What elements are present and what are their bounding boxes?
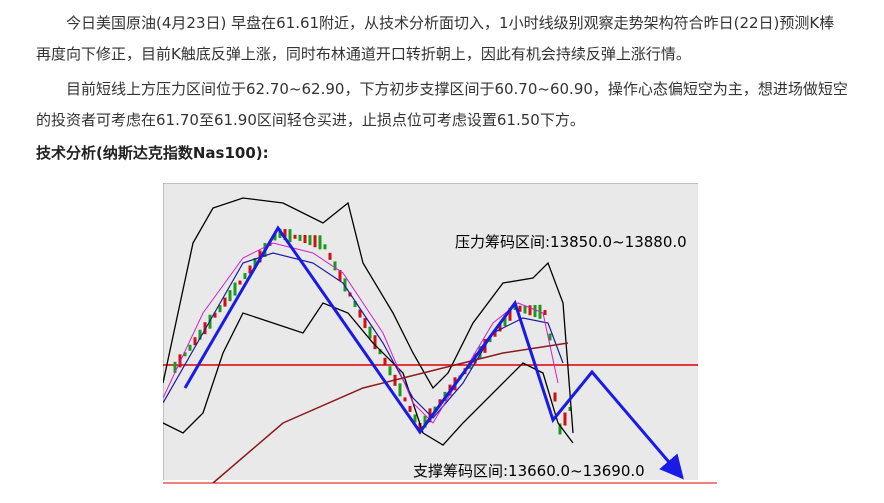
candle [388,366,392,376]
candle [228,290,232,302]
candle [493,329,497,337]
candle [568,407,572,411]
chart-image: 压力筹码区间:13850.0~13880.0 支撑筹码区间:13660.0~13… [163,183,717,490]
candle [498,322,502,332]
candle [223,297,227,307]
candle [253,258,257,268]
candle [273,233,277,241]
candle [548,333,552,341]
candle [518,305,522,312]
candle [318,235,322,250]
moving-average [163,252,564,419]
candle [558,423,562,435]
candle [313,235,317,248]
candle [358,309,362,318]
candle [408,405,412,412]
candle [233,282,237,296]
candle [363,318,367,329]
candle [323,244,327,250]
time-axis [163,480,717,490]
candle [398,383,402,397]
candle [328,252,332,260]
candle [283,229,287,241]
candle [238,280,242,285]
candle [413,414,417,423]
candle [523,305,527,314]
candle [513,306,517,310]
heading: 技术分析(纳斯达克指数Nas100): [36,144,269,162]
candle [173,361,177,373]
candle [533,305,537,318]
candle [488,337,492,343]
paragraph: 今日美国原油(4月23日) 早盘在61.61附近，从技术分析面切入，1小时线级别… [36,14,835,63]
support-label: 支撑筹码区间:13660.0~13690.0 [413,462,645,480]
candle [553,392,557,402]
candle [508,307,512,321]
candle [218,305,222,313]
candle [368,326,372,339]
candle [373,335,377,350]
candle [433,406,437,412]
candle [293,234,297,239]
candle [333,261,337,271]
bollinger-upper [163,197,574,434]
candle [338,269,342,281]
candle [543,310,547,316]
candle [298,234,302,241]
candle [303,235,307,243]
candle [378,349,382,355]
long-moving-average [212,342,569,484]
candle [563,412,567,426]
candle [423,415,427,428]
candle [188,344,192,351]
candle [248,265,252,274]
candle [383,357,387,365]
paragraph: 目前短线上方压力区间位于62.70~62.90，下方初步支撑区间于60.70~6… [36,80,848,129]
candle [353,301,357,308]
trend-arrows [183,225,684,480]
candle [193,337,197,346]
bollinger-lower [163,302,574,446]
price-axis [698,183,717,490]
candle [528,305,532,316]
candle [403,397,407,402]
candle [183,352,187,357]
candle [288,229,292,243]
candle [213,312,217,318]
candle [503,315,507,327]
candle [243,273,247,280]
candle [418,423,422,433]
chart-bg [163,183,717,490]
candle [308,235,312,246]
resistance-label: 压力筹码区间:13850.0~13880.0 [455,233,687,251]
candle [198,329,202,340]
candle [203,322,207,335]
